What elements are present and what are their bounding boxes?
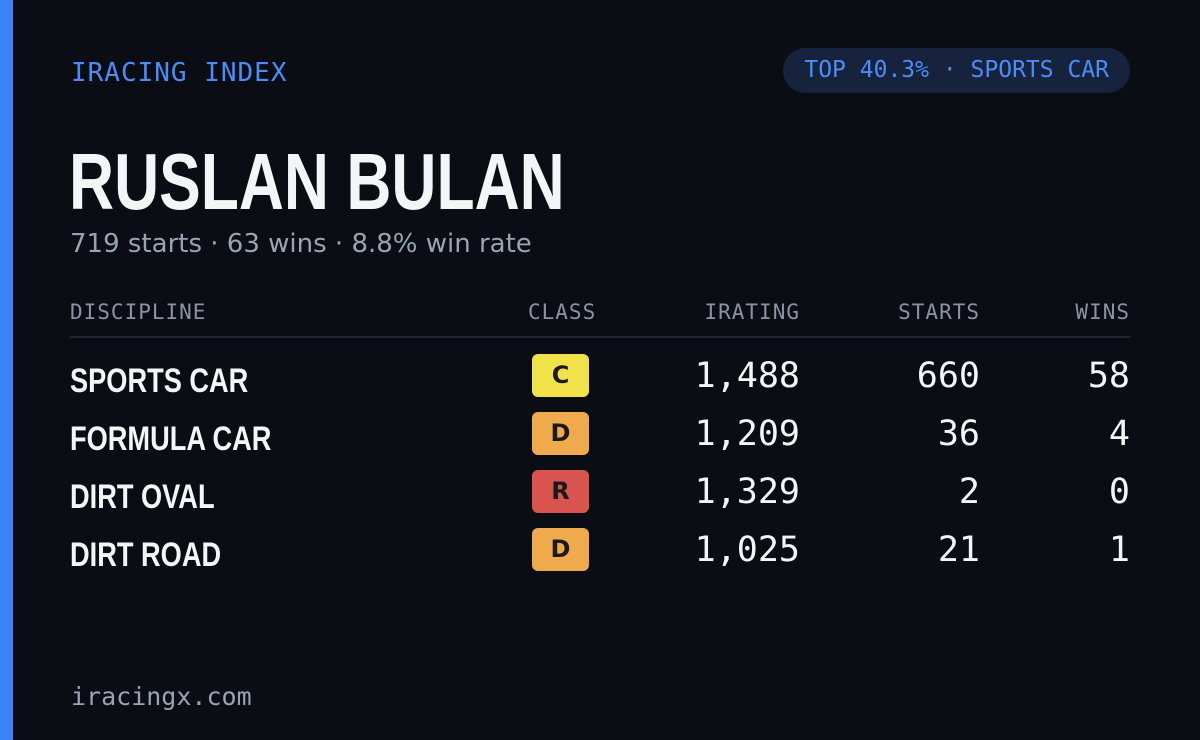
column-header-starts: STARTS xyxy=(898,300,980,324)
rank-badge: TOP 40.3% · SPORTS CAR xyxy=(783,48,1130,93)
table-row: FORMULA CAR D 1,209 36 4 xyxy=(0,412,1200,470)
starts-value: 660 xyxy=(916,356,980,396)
discipline-name: FORMULA CAR xyxy=(70,420,272,458)
starts-value: 21 xyxy=(937,530,980,570)
brand-title: IRACING INDEX xyxy=(71,58,288,88)
discipline-name: DIRT ROAD xyxy=(70,536,222,574)
license-class-badge: R xyxy=(532,470,589,513)
column-header-wins: WINS xyxy=(1075,300,1130,324)
column-header-discipline: DISCIPLINE xyxy=(70,300,207,324)
wins-value: 4 xyxy=(1108,414,1130,454)
table-row: DIRT ROAD D 1,025 21 1 xyxy=(0,528,1200,586)
irating-value: 1,025 xyxy=(694,530,800,570)
irating-value: 1,209 xyxy=(694,414,800,454)
column-header-class: CLASS xyxy=(528,300,597,324)
license-class-badge: D xyxy=(532,528,589,571)
irating-value: 1,329 xyxy=(694,472,800,512)
wins-value: 1 xyxy=(1108,530,1130,570)
table-row: SPORTS CAR C 1,488 660 58 xyxy=(0,354,1200,412)
driver-summary: 719 starts · 63 wins · 8.8% win rate xyxy=(70,229,532,259)
header-divider xyxy=(70,336,1131,338)
wins-value: 58 xyxy=(1087,356,1130,396)
driver-name: RUSLAN BULAN xyxy=(69,137,565,226)
table-row: DIRT OVAL R 1,329 2 0 xyxy=(0,470,1200,528)
accent-bar xyxy=(0,0,13,740)
license-class-badge: C xyxy=(532,354,589,397)
discipline-name: SPORTS CAR xyxy=(70,362,249,400)
starts-value: 36 xyxy=(937,414,980,454)
column-header-irating: IRATING xyxy=(704,300,800,324)
license-class-badge: D xyxy=(532,412,589,455)
irating-value: 1,488 xyxy=(694,356,800,396)
footer-url: iracingx.com xyxy=(71,682,252,711)
starts-value: 2 xyxy=(958,472,980,512)
wins-value: 0 xyxy=(1108,472,1130,512)
discipline-name: DIRT OVAL xyxy=(70,478,215,516)
